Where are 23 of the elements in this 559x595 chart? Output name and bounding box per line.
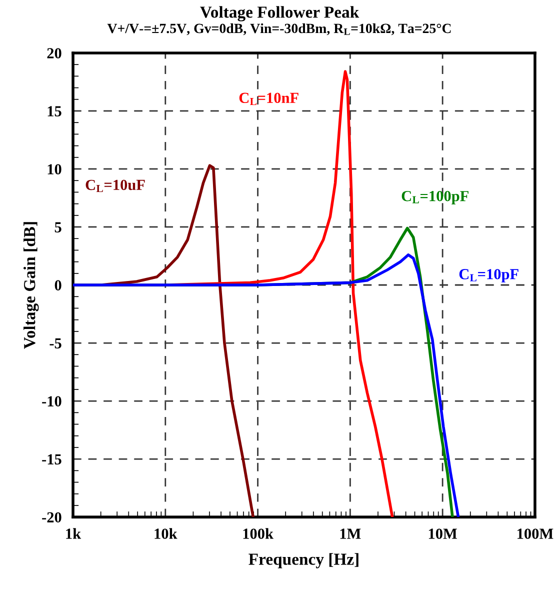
x-tick-label: 100k: [243, 528, 274, 539]
x-tick-label: 100M: [518, 528, 554, 539]
series-label: C$_{L}$=100pF: [402, 190, 468, 204]
y-tick-label: -15: [42, 454, 62, 464]
y-tick-label: -10: [42, 396, 62, 406]
x-tick-label: 10M: [428, 528, 457, 539]
chart-title: Voltage Follower Peak: [200, 6, 360, 22]
text: C$_{L}$=10pF: [459, 269, 518, 282]
text: C$_{L}$=10nF: [239, 92, 298, 105]
x-tick-label: 1M: [340, 528, 361, 539]
y-tick-label: 20: [47, 48, 62, 58]
y-tick-label: 5: [54, 222, 62, 232]
x-tick-label: 10k: [154, 528, 178, 539]
y-axis-title: Voltage Gain [dB]: [24, 222, 39, 349]
x-axis-title: Frequency [Hz]: [248, 553, 358, 568]
y-tick-label: -5: [50, 338, 62, 348]
y-tick-label: 0: [54, 280, 62, 290]
chart-subtitle: V+/V-=±7.5V, Gv=0dB, Vin=-30dBm, R$_{L}$=10kΩ, Ta=25°C: [107, 23, 451, 36]
y-tick-label: 10: [48, 164, 62, 174]
x-tick-label: 1k: [66, 528, 82, 539]
y-tick-label: -20: [42, 512, 62, 523]
text: C$_{L}$=10uF: [86, 180, 145, 192]
y-tick-label: 15: [48, 106, 62, 116]
